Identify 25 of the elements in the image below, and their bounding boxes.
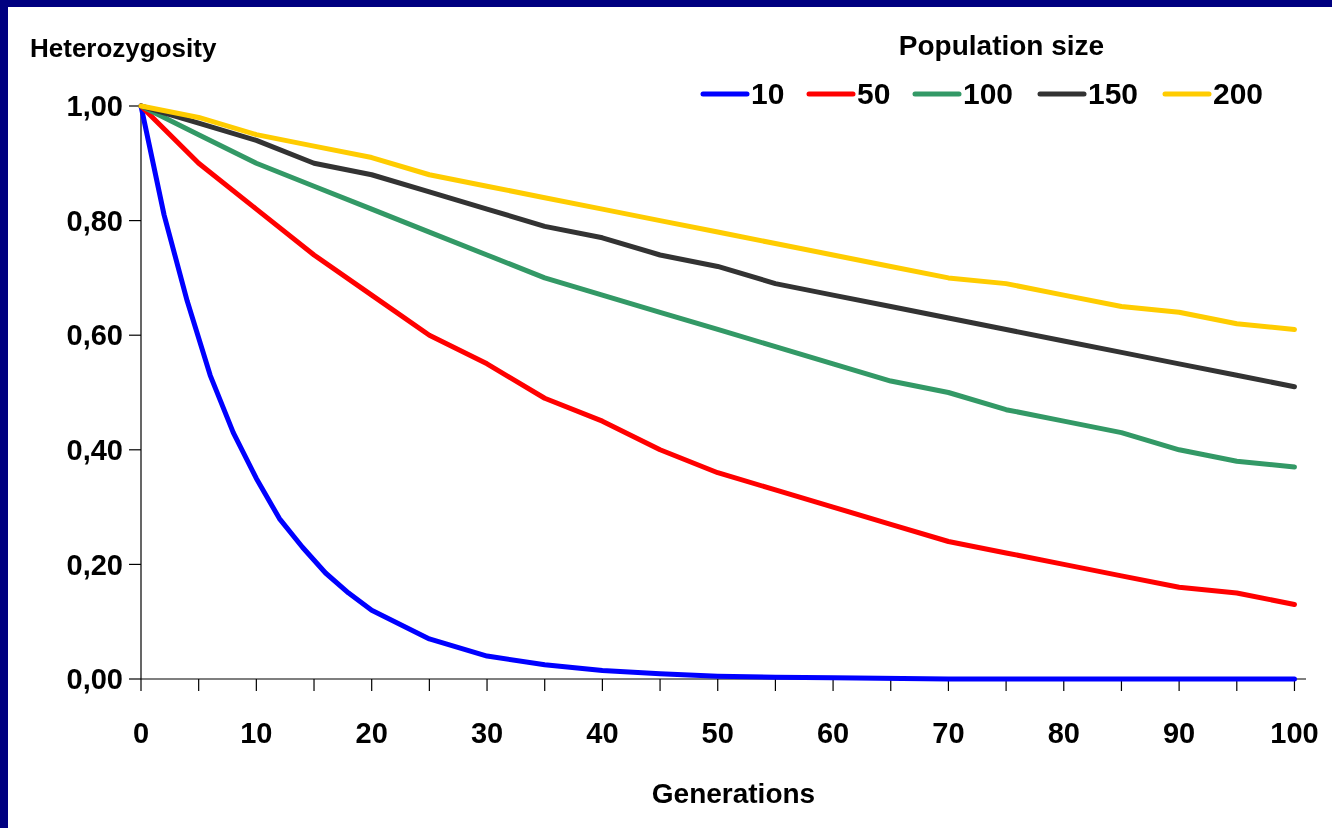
x-tick-label: 100	[1270, 717, 1319, 749]
legend-label: 10	[751, 77, 785, 110]
legend-label: 50	[857, 77, 891, 110]
x-tick-label: 30	[470, 717, 504, 749]
x-tick-label: 20	[355, 717, 388, 749]
legend-label: 100	[963, 77, 1014, 110]
x-tick-label: 80	[1047, 717, 1080, 749]
x-axis-title: Generations	[651, 778, 816, 809]
y-axis-title: Heterozygosity	[30, 33, 217, 63]
y-tick-label: 0,00	[66, 663, 123, 696]
x-tick-label: 90	[1162, 717, 1196, 749]
x-tick-label: 0	[132, 717, 150, 749]
y-tick-label: 0,60	[66, 319, 123, 352]
y-tick-label: 1,00	[66, 90, 123, 123]
x-tick-label: 10	[240, 717, 273, 749]
x-tick-label: 50	[701, 717, 734, 749]
legend-label: 200	[1213, 77, 1264, 110]
legend-label: 150	[1088, 77, 1139, 110]
x-tick-label: 70	[932, 717, 965, 749]
x-tick-label: 40	[586, 717, 619, 749]
legend-title: Population size	[898, 30, 1105, 61]
x-tick-label: 60	[816, 717, 850, 749]
y-tick-label: 0,40	[66, 433, 123, 466]
y-tick-label: 0,20	[66, 548, 123, 581]
y-tick-label: 0,80	[66, 204, 123, 237]
